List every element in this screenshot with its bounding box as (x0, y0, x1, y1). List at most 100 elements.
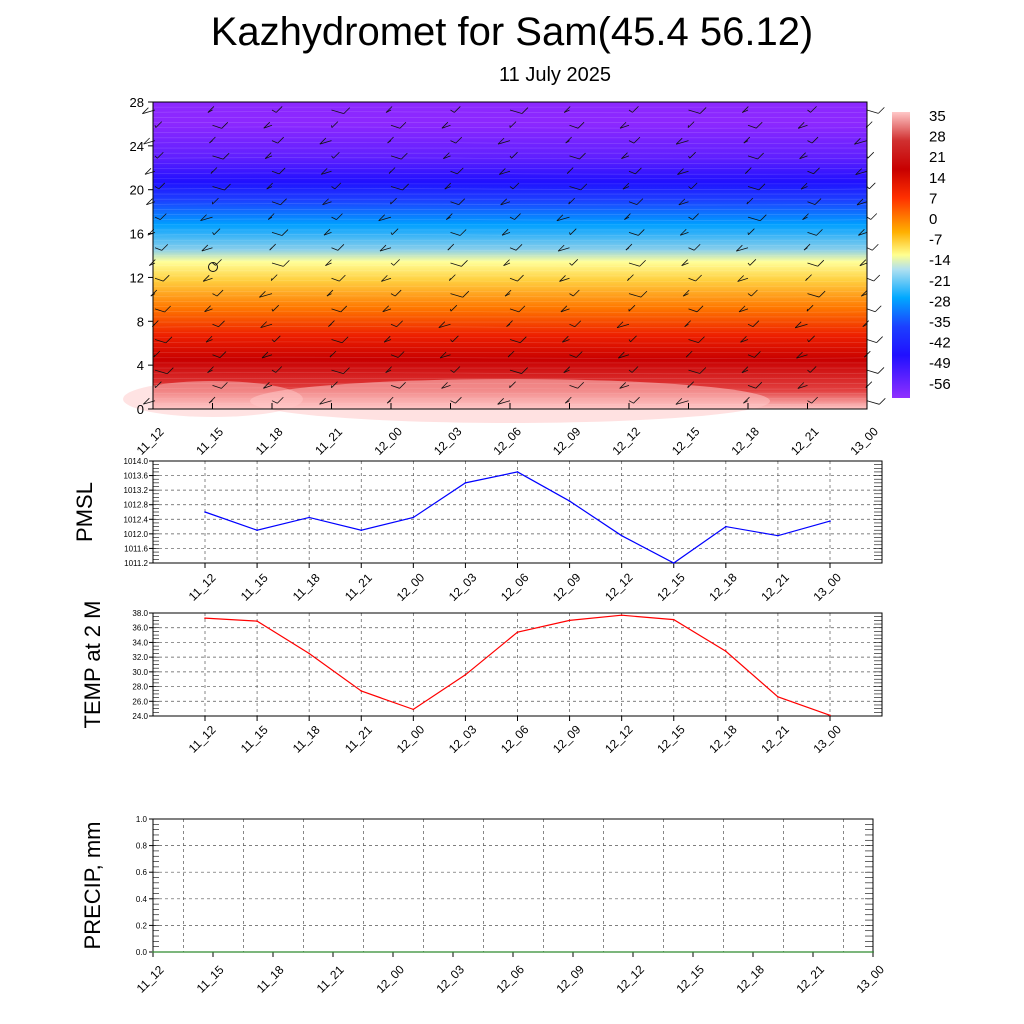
wind-barb-flag (142, 107, 149, 114)
wind-barb (509, 369, 522, 374)
wind-barb (856, 201, 868, 206)
wind-barb-flag (755, 121, 763, 129)
wind-barb (747, 293, 752, 297)
contour-line (152, 234, 868, 237)
wind-barb-flag (618, 351, 625, 359)
wind-barb (680, 232, 689, 236)
wind-barb (271, 140, 278, 144)
contour-line (152, 306, 868, 308)
wind-barb-flag (333, 151, 340, 159)
wind-barb (378, 216, 392, 222)
colorbar-label: 14 (929, 170, 946, 187)
contour-line (152, 198, 868, 200)
precip-bar (812, 951, 814, 953)
contour-line (152, 121, 868, 124)
x-tick-label: 12_00 (373, 962, 407, 996)
wind-barb-flag (873, 274, 881, 282)
colorbar-label: 0 (929, 211, 937, 228)
wind-barb (271, 339, 275, 343)
wind-barb (859, 262, 868, 267)
wind-barb-flag (794, 321, 802, 329)
wind-barb-flag (259, 291, 266, 298)
wind-barb (499, 170, 511, 175)
wind-barb-flag (207, 366, 214, 373)
wind-barb (796, 354, 808, 359)
contour-line (152, 141, 868, 144)
wind-barb-flag (208, 396, 216, 404)
wind-barb-flag (399, 382, 406, 389)
wind-barb-flag (283, 260, 290, 267)
wind-barb-flag (560, 305, 568, 313)
wind-barb (501, 232, 511, 236)
wind-barb-flag (341, 336, 349, 344)
wind-barb-flag (859, 259, 867, 267)
wind-barb-flag (509, 381, 516, 388)
wind-barb-flag (566, 167, 574, 174)
wind-barb-flag (869, 182, 876, 190)
wind-barb (855, 170, 868, 175)
wind-barb-flag (805, 274, 812, 281)
wind-barb (866, 216, 872, 220)
wind-barb-flag (222, 152, 230, 160)
wind-barb-flag (462, 290, 470, 298)
wind-barb (569, 293, 574, 297)
wind-barb (212, 354, 221, 358)
wind-barb (450, 232, 461, 236)
precip-bar (572, 951, 574, 953)
wind-barb-flag (682, 289, 690, 297)
wind-barb-flag (687, 121, 695, 128)
wind-barb-flag (736, 244, 743, 252)
wind-barb-flag (216, 289, 224, 297)
wind-barb-flag (579, 152, 586, 160)
x-tick-label: 13_00 (847, 424, 881, 458)
wind-barb (379, 247, 392, 252)
wind-barb-flag (698, 336, 705, 343)
wind-barb (628, 109, 633, 113)
wind-barb (858, 232, 868, 236)
wind-barb-flag (624, 213, 631, 220)
x-tick-label: 12_03 (431, 424, 465, 458)
wind-barb-flag (699, 367, 707, 374)
wind-barb-flag (457, 167, 464, 175)
wind-barb-flag (811, 396, 818, 404)
y-tick-label: 0 (137, 402, 144, 417)
wind-barb-flag (631, 366, 639, 373)
wind-barb-flag (281, 229, 289, 236)
contour-line (152, 310, 868, 313)
data-point (777, 696, 779, 698)
wind-barb-flag (143, 137, 150, 145)
wind-barb (736, 247, 749, 252)
wind-barb-flag (444, 182, 452, 190)
wind-barb (558, 247, 570, 252)
wind-barb (260, 323, 273, 328)
panel-frame (152, 818, 874, 953)
wind-barb-flag (383, 335, 391, 343)
wind-barb (807, 369, 811, 373)
colorbar-label: -21 (929, 273, 951, 290)
y-tick-label: 1012.8 (124, 501, 149, 510)
wind-barb-flag (277, 396, 284, 404)
wind-barb-flag (743, 396, 750, 404)
y-tick-label: 0.4 (136, 895, 148, 904)
wind-barb (261, 354, 273, 359)
contour-line (152, 183, 868, 185)
contour-line (152, 259, 868, 262)
wind-barb-flag (867, 151, 875, 159)
wind-barb (438, 323, 451, 329)
data-point (412, 708, 415, 711)
wind-barb-flag (559, 275, 566, 282)
wind-barb-flag (742, 106, 749, 113)
data-point (412, 516, 415, 519)
x-tick-label: 12_06 (498, 570, 532, 604)
chart-subtitle: 11 July 2025 (499, 64, 611, 86)
data-point (256, 529, 258, 532)
precip-bar (512, 951, 514, 953)
wind-barb-flag (504, 289, 512, 297)
wind-barb-flag (150, 289, 158, 297)
x-tick-label: 12_03 (446, 570, 480, 604)
wind-barb-flag (155, 381, 162, 388)
wind-barb-flag (635, 167, 642, 175)
wind-barb-flag (387, 136, 394, 144)
colorbar-label: 28 (929, 129, 946, 146)
wind-barb-flag (675, 137, 683, 145)
